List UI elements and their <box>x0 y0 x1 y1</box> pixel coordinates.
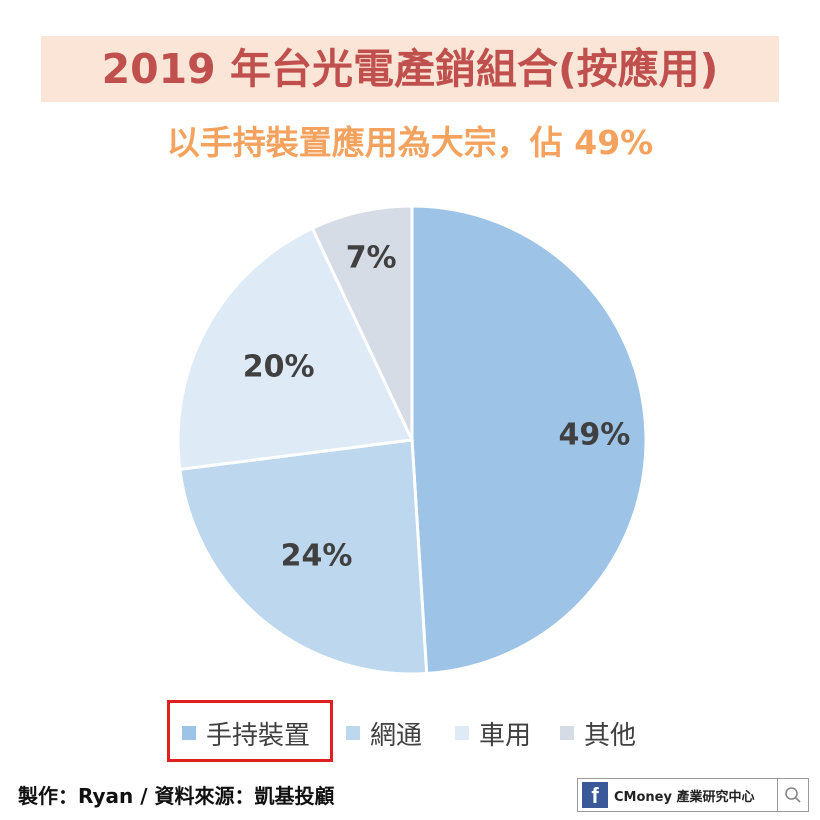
magnifier-icon[interactable] <box>777 779 808 811</box>
legend-label: 車用 <box>479 720 532 751</box>
slice-label-handheld: 49% <box>559 417 631 452</box>
legend-label: 網通 <box>370 720 423 751</box>
legend-highlight-box <box>167 700 333 762</box>
slice-label-networking: 24% <box>281 538 353 573</box>
legend-swatch <box>346 726 360 740</box>
legend-item-automotive: 車用 <box>455 703 531 763</box>
legend-swatch <box>455 726 469 740</box>
facebook-icon: f <box>582 782 608 808</box>
legend: 手持裝置 網通 車用 其他 <box>0 703 820 763</box>
legend-item-other: 其他 <box>560 703 636 763</box>
legend-item-handheld: 手持裝置 <box>182 703 310 763</box>
legend-item-networking: 網通 <box>346 703 422 763</box>
pie-slice-networking <box>178 438 429 676</box>
pie-slice-handheld <box>410 204 648 676</box>
legend-swatch <box>560 726 574 740</box>
chart-subtitle: 以手持裝置應用為大宗，佔 49% <box>166 123 654 162</box>
pie-chart: 49% 24% 20% 7% <box>176 204 648 676</box>
source-credit: 製作：Ryan / 資料來源：凱基投顧 <box>18 784 335 808</box>
slice-label-automotive: 20% <box>243 350 315 385</box>
brand-badge[interactable]: f CMoney 產業研究中心 <box>577 778 809 812</box>
title-background <box>41 36 779 102</box>
chart-title: 2019 年台光電產銷組合(按應用) <box>101 45 719 93</box>
slice-label-other: 7% <box>346 240 397 275</box>
legend-label: 手持裝置 <box>206 720 311 751</box>
legend-label: 其他 <box>584 720 637 751</box>
brand-name: CMoney 產業研究中心 <box>614 789 755 805</box>
legend-swatch <box>182 726 196 740</box>
pie-slice-automotive <box>176 226 415 472</box>
pie-slice-other <box>310 204 414 441</box>
